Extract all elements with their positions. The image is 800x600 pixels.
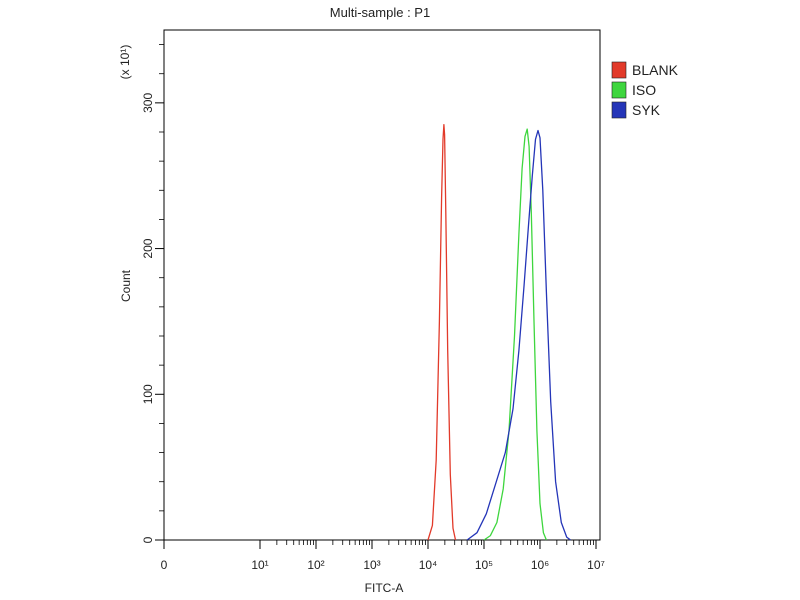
y-tick-label: 200 xyxy=(141,238,155,258)
x-tick-label: 0 xyxy=(161,558,168,572)
legend-label: BLANK xyxy=(632,62,679,78)
legend-swatch-iso xyxy=(611,81,627,99)
y-tick-label: 0 xyxy=(141,536,155,543)
legend: BLANK ISO SYK xyxy=(611,61,679,119)
series-curve-syk xyxy=(466,129,571,541)
y-multiplier-label: (x 10¹) xyxy=(118,45,132,80)
plot-area xyxy=(163,29,601,541)
legend-label: SYK xyxy=(632,102,661,118)
x-tick-label: 10² xyxy=(307,558,324,572)
x-tick-label: 10⁴ xyxy=(419,558,438,572)
y-tick-label: 300 xyxy=(141,93,155,113)
legend-swatch-syk xyxy=(611,101,627,119)
series-curve-blank xyxy=(427,124,457,541)
axis-ticks: 0 10¹ 10² 10³ 10⁴ 10⁵ 10⁶ 10⁷ 0 100 200 300 xyxy=(141,44,605,572)
y-axis-label: Count xyxy=(119,269,133,302)
x-tick-label: 10⁵ xyxy=(475,558,493,572)
histogram-curves xyxy=(427,124,571,541)
series-curve-iso xyxy=(483,128,548,541)
chart-title: Multi-sample : P1 xyxy=(330,5,430,20)
x-tick-label: 10⁶ xyxy=(531,558,549,572)
x-tick-label: 10³ xyxy=(363,558,380,572)
y-tick-label: 100 xyxy=(141,384,155,404)
x-tick-label: 10⁷ xyxy=(587,558,605,572)
legend-label: ISO xyxy=(632,82,656,98)
legend-swatch-blank xyxy=(611,61,627,79)
x-axis-label: FITC-A xyxy=(365,581,404,595)
x-tick-label: 10¹ xyxy=(251,558,268,572)
